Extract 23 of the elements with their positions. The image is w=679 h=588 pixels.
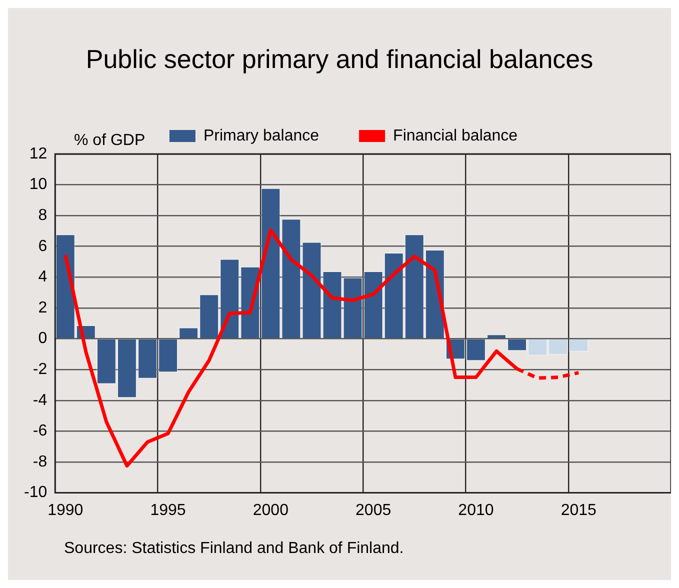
y-tick-label: 4 xyxy=(38,268,48,286)
y-tick-label: 6 xyxy=(38,238,48,255)
x-tick-label: 2000 xyxy=(252,502,289,519)
chart-title: Public sector primary and financial balances xyxy=(84,44,594,75)
legend-label: Financial balance xyxy=(393,127,518,144)
y-tick-label: -2 xyxy=(32,361,48,378)
y-tick-label: 8 xyxy=(38,207,48,224)
y-tick-label: -10 xyxy=(24,484,48,502)
x-tick-label: 1990 xyxy=(48,502,84,519)
y-tick-label: -4 xyxy=(32,392,48,409)
y-tick-label: -6 xyxy=(32,422,48,440)
y-tick-label: 12 xyxy=(29,145,48,162)
source-note: Sources: Statistics Finland and Bank of Finland. xyxy=(64,540,404,558)
y-tick-label: 2 xyxy=(38,299,48,316)
x-tick-label: 2015 xyxy=(560,502,597,519)
legend-label: Primary balance xyxy=(203,127,320,144)
x-tick-label: 1995 xyxy=(150,502,186,519)
x-tick-label: 2005 xyxy=(356,502,392,519)
y-tick-label: 0 xyxy=(38,330,48,348)
y-tick-label: 10 xyxy=(29,176,48,194)
x-tick-label: 2010 xyxy=(458,502,494,519)
y-tick-label: -8 xyxy=(32,453,48,470)
y-axis-title: % of GDP xyxy=(74,132,146,150)
